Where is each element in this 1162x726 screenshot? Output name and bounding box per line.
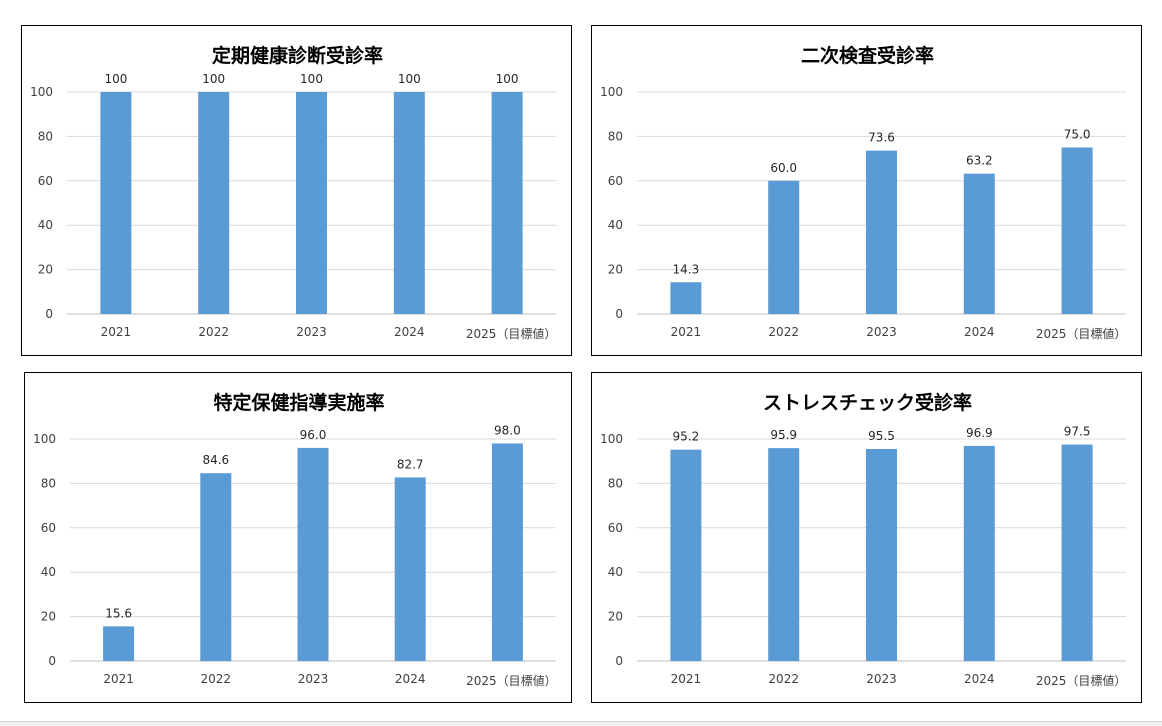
data-label: 14.3 [673, 262, 700, 276]
bar [198, 92, 230, 314]
chart-panel-health-checkup: 定期健康診断受診率 0 20 40 60 80 100 100 2021 100 2022 100 20… [21, 25, 572, 356]
category-label: 2024 [964, 325, 995, 339]
bar [491, 92, 523, 314]
category-label: 2024 [394, 325, 425, 339]
chart-svg: 特定保健指導実施率 0 20 40 60 80 100 15.6 2021 84.6 2022 96.… [33, 391, 557, 688]
chart-svg: 二次検査受診率 0 20 40 60 80 100 14.3 2021 60.0 2022 73.6 2… [600, 44, 1127, 341]
category-label: 2023 [866, 325, 897, 339]
data-label: 84.6 [202, 453, 229, 467]
chart-panel-specific-health-guidance: 特定保健指導実施率 0 20 40 60 80 100 15.6 2021 84.6 2022 96.… [24, 372, 572, 703]
y-tick-label: 40 [608, 218, 623, 232]
bar [296, 92, 327, 314]
y-tick-label: 100 [600, 85, 623, 99]
y-tick-label: 80 [608, 476, 623, 490]
y-tick-label: 20 [41, 610, 56, 624]
y-tick-label: 0 [45, 307, 53, 321]
category-label: 2023 [296, 325, 327, 339]
category-label: 2021 [671, 325, 702, 339]
y-tick-label: 100 [30, 85, 53, 99]
data-label: 100 [300, 72, 323, 86]
bar [670, 282, 702, 314]
data-label: 96.9 [966, 426, 993, 440]
data-label: 100 [496, 72, 519, 86]
data-label: 97.5 [1064, 425, 1091, 439]
category-label: 2022 [201, 672, 232, 686]
chart-panel-stress-check: ストレスチェック受診率 0 20 40 60 80 100 95.2 2021 95.9 2022 9… [591, 372, 1142, 703]
bar [1061, 444, 1093, 661]
data-label: 100 [398, 72, 421, 86]
data-label: 82.7 [397, 457, 424, 471]
chart-title: ストレスチェック受診率 [763, 391, 972, 414]
bar [200, 473, 232, 661]
bar [670, 449, 702, 661]
data-label: 100 [202, 72, 225, 86]
y-tick-label: 60 [608, 521, 623, 535]
category-label: 2021 [101, 325, 132, 339]
category-label: 2025（目標値） [466, 326, 557, 341]
category-label: 2021 [671, 672, 702, 686]
y-tick-label: 80 [38, 129, 53, 143]
y-tick-label: 80 [41, 476, 56, 490]
y-tick-label: 20 [38, 263, 53, 277]
y-tick-label: 80 [608, 129, 623, 143]
y-tick-label: 20 [608, 610, 623, 624]
y-tick-label: 100 [600, 432, 623, 446]
category-label: 2024 [395, 672, 426, 686]
bar [963, 445, 995, 661]
category-label: 2022 [768, 325, 799, 339]
y-tick-label: 60 [608, 174, 623, 188]
y-tick-label: 0 [615, 307, 623, 321]
bar [394, 477, 426, 661]
category-label: 2024 [964, 672, 995, 686]
chart-title: 定期健康診断受診率 [212, 44, 383, 67]
y-tick-label: 60 [38, 174, 53, 188]
bar [768, 180, 800, 314]
y-tick-label: 0 [615, 654, 623, 668]
chart-panel-secondary-exam: 二次検査受診率 0 20 40 60 80 100 14.3 2021 60.0 2022 73.6 2… [591, 25, 1142, 356]
data-label: 15.6 [105, 606, 132, 620]
data-label: 95.2 [673, 430, 700, 444]
bar [103, 626, 135, 661]
bar [393, 92, 425, 314]
category-label: 2022 [198, 325, 229, 339]
data-label: 60.0 [770, 161, 797, 175]
y-tick-label: 40 [38, 218, 53, 232]
y-tick-label: 100 [33, 432, 56, 446]
y-tick-label: 0 [48, 654, 56, 668]
y-tick-label: 60 [41, 521, 56, 535]
data-label: 73.6 [868, 131, 895, 145]
chart-svg: ストレスチェック受診率 0 20 40 60 80 100 95.2 2021 95.9 2022 9… [600, 391, 1127, 688]
data-label: 75.0 [1064, 128, 1091, 142]
category-label: 2025（目標値） [1036, 326, 1127, 341]
bar [297, 447, 329, 661]
bar [866, 150, 897, 314]
category-label: 2025（目標値） [1036, 673, 1127, 688]
bar [1061, 147, 1093, 314]
category-label: 2021 [103, 672, 134, 686]
chart-title: 二次検査受診率 [801, 44, 934, 67]
y-tick-label: 20 [608, 263, 623, 277]
bar [963, 173, 995, 314]
y-tick-label: 40 [41, 565, 56, 579]
window-bottom-edge [0, 721, 1162, 726]
y-tick-label: 40 [608, 565, 623, 579]
data-label: 63.2 [966, 154, 993, 168]
category-label: 2025（目標値） [466, 673, 557, 688]
bar [866, 448, 897, 661]
data-label: 95.5 [868, 429, 895, 443]
category-label: 2023 [298, 672, 329, 686]
chart-svg: 定期健康診断受診率 0 20 40 60 80 100 100 2021 100 2022 100 20… [30, 44, 557, 341]
category-label: 2023 [866, 672, 897, 686]
chart-title: 特定保健指導実施率 [213, 391, 384, 414]
category-label: 2022 [768, 672, 799, 686]
data-label: 95.9 [770, 428, 797, 442]
bar [491, 443, 523, 661]
bar [768, 448, 800, 661]
data-label: 96.0 [300, 428, 327, 442]
data-label: 100 [104, 72, 127, 86]
bar [100, 92, 132, 314]
data-label: 98.0 [494, 423, 521, 437]
